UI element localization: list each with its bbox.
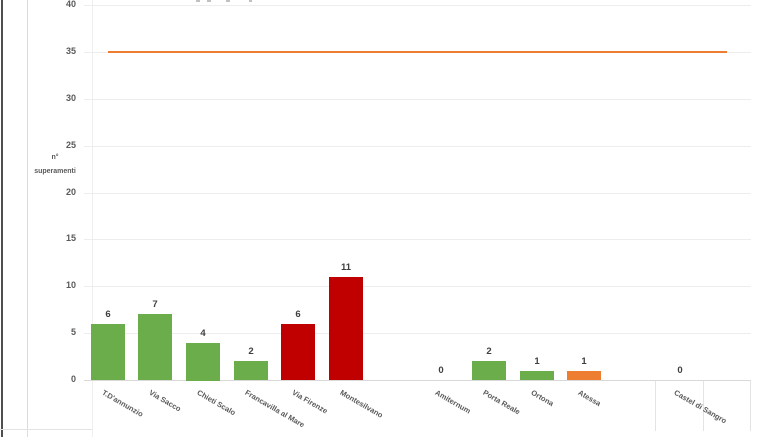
x-axis-line bbox=[84, 380, 751, 381]
x-category-label-ortona: Ortona bbox=[529, 388, 556, 409]
bar-ortona bbox=[520, 371, 554, 380]
x-category-label-castel-di-sangro: Castel di Sangro bbox=[672, 388, 729, 426]
gridline bbox=[84, 5, 751, 6]
plot-area-right-border bbox=[750, 381, 751, 431]
y-tick-label: 10 bbox=[65, 280, 76, 290]
y-axis-title-line1: n° bbox=[51, 154, 59, 161]
bar-via-sacco bbox=[138, 314, 172, 380]
gridline bbox=[84, 193, 751, 194]
y-tick-label: 20 bbox=[65, 187, 76, 197]
x-category-label-via-firenze: Via Firenze bbox=[290, 388, 330, 416]
clipped-title-remnant bbox=[226, 0, 230, 2]
clipped-title-remnant bbox=[249, 0, 252, 2]
axis-label-area-bottom-line bbox=[0, 429, 92, 430]
x-category-label-chieti-scalo: Chieti Scalo bbox=[195, 388, 238, 418]
value-label-t-d-annunzio: 6 bbox=[105, 309, 111, 320]
y-tick-label: 40 bbox=[65, 0, 76, 9]
x-category-label-porta-reale: Porta Reale bbox=[481, 388, 522, 417]
gridline bbox=[84, 146, 751, 147]
y-tick-label: 5 bbox=[70, 327, 76, 337]
value-label-atessa: 1 bbox=[581, 356, 587, 367]
x-category-label-via-sacco: Via Sacco bbox=[147, 388, 183, 414]
y-axis-title-line2: superamenti bbox=[34, 168, 76, 175]
clipped-title-remnant bbox=[207, 0, 211, 2]
bar-t-d-annunzio bbox=[91, 324, 125, 380]
value-label-montesilvano: 11 bbox=[340, 262, 352, 273]
axis-group-separator bbox=[655, 381, 656, 431]
bar-chieti-scalo bbox=[186, 343, 220, 381]
x-category-label-amiternum: Amiternum bbox=[433, 388, 473, 416]
bar-montesilvano bbox=[329, 277, 363, 380]
y-tick-label: 35 bbox=[65, 46, 76, 56]
gridline bbox=[84, 99, 751, 100]
bar-atessa bbox=[567, 371, 601, 380]
value-label-amiternum: 0 bbox=[438, 365, 444, 376]
y-tick-label: 0 bbox=[70, 374, 76, 384]
value-label-ortona: 1 bbox=[534, 356, 540, 367]
bar-porta-reale bbox=[472, 361, 506, 380]
axis-group-separator bbox=[703, 381, 704, 431]
y-tick-label: 15 bbox=[65, 233, 76, 243]
limit-line bbox=[108, 51, 727, 53]
bar-francavilla-al-mare bbox=[234, 361, 268, 380]
plot-area-left-border bbox=[92, 0, 93, 437]
x-category-label-t-d-annunzio: T.D'annunzio bbox=[100, 388, 145, 419]
gridline bbox=[84, 333, 751, 334]
chart-area-left-border bbox=[27, 0, 28, 437]
bar-via-firenze bbox=[281, 324, 315, 380]
gridline bbox=[84, 239, 751, 240]
value-label-porta-reale: 2 bbox=[486, 346, 492, 357]
gridline bbox=[84, 286, 751, 287]
value-label-via-sacco: 7 bbox=[152, 299, 158, 310]
screenshot-left-edge bbox=[1, 0, 3, 437]
x-category-label-atessa: Atessa bbox=[576, 388, 603, 409]
value-label-castel-di-sangro: 0 bbox=[677, 365, 683, 376]
value-label-chieti-scalo: 4 bbox=[200, 328, 206, 339]
y-tick-label: 30 bbox=[65, 93, 76, 103]
clipped-title-remnant bbox=[196, 0, 200, 2]
value-label-via-firenze: 6 bbox=[295, 309, 301, 320]
y-tick-label: 25 bbox=[65, 140, 76, 150]
y-axis-title: n° superamenti bbox=[30, 151, 80, 179]
value-label-francavilla-al-mare: 2 bbox=[248, 346, 254, 357]
x-category-label-montesilvano: Montesilvano bbox=[338, 388, 385, 420]
